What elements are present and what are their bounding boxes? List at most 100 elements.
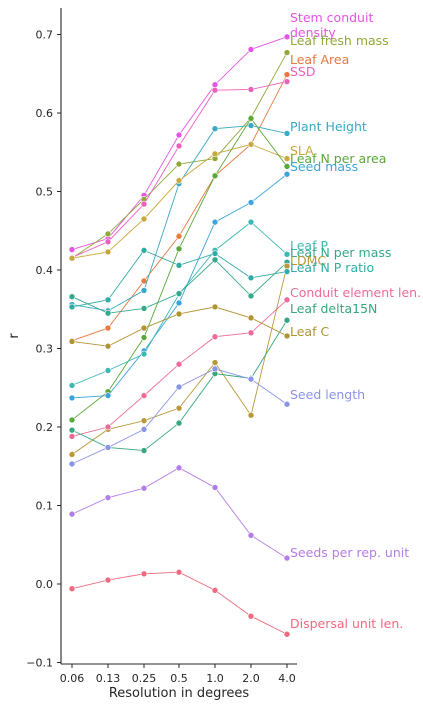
data-point (104, 324, 112, 332)
y-tick-label: 0.3 (36, 343, 54, 356)
series-10 (68, 262, 291, 458)
y-tick-label: 0.7 (36, 29, 54, 42)
data-point (175, 261, 183, 269)
data-point (283, 71, 291, 78)
data-point (68, 293, 76, 300)
series-17 (68, 568, 291, 638)
series-line (71, 299, 288, 437)
data-point (211, 81, 219, 89)
data-point (283, 78, 291, 85)
series-1 (68, 49, 291, 262)
data-point (140, 447, 148, 454)
data-point (175, 245, 183, 253)
data-point (140, 426, 148, 433)
data-point (175, 464, 183, 472)
data-point (140, 215, 148, 223)
data-point (140, 334, 148, 341)
data-point (175, 404, 183, 412)
series-12 (68, 296, 291, 440)
y-tick-label: 0.0 (36, 578, 54, 591)
data-point (283, 332, 291, 340)
series-4 (68, 122, 291, 315)
y-ticks: −0.1 0.0 0.1 0.2 0.3 0.4 0.5 0.6 0.7 (26, 29, 61, 670)
data-point (247, 292, 255, 300)
series-line (71, 81, 288, 258)
series-14 (68, 303, 291, 350)
data-point (211, 150, 219, 158)
series-label: LDMC (290, 253, 326, 268)
data-point (104, 494, 112, 501)
series-line (71, 467, 288, 559)
data-point (175, 310, 183, 318)
series-15 (68, 365, 291, 468)
data-point (211, 365, 219, 373)
series-line (71, 249, 288, 308)
data-point (104, 230, 112, 238)
data-point (104, 309, 112, 317)
data-point (68, 426, 76, 434)
x-tick-label: 4.0 (278, 672, 296, 685)
data-point (211, 586, 219, 594)
data-point (175, 177, 183, 184)
data-point (104, 248, 112, 256)
data-point (247, 612, 255, 620)
x-axis-title: Resolution in degrees (109, 686, 250, 701)
data-point (247, 86, 255, 93)
data-point (140, 417, 148, 425)
data-point (211, 256, 219, 264)
x-tick-label: 0.5 (170, 672, 188, 685)
data-point (247, 411, 255, 419)
data-point (140, 287, 148, 294)
series-6 (68, 115, 291, 424)
data-point (247, 329, 255, 337)
series-label: Leaf N per area (290, 151, 386, 166)
data-point (140, 324, 148, 332)
data-point (68, 433, 76, 440)
data-point (211, 125, 219, 132)
data-point (68, 460, 76, 468)
series-7 (68, 170, 291, 402)
data-point (68, 416, 76, 424)
x-tick-label: 2.0 (242, 672, 260, 685)
data-point (104, 444, 112, 451)
data-point (247, 532, 255, 539)
y-tick-label: 0.6 (36, 107, 54, 120)
data-point (175, 232, 183, 240)
data-point (283, 170, 291, 178)
data-point (211, 86, 219, 94)
data-point (283, 268, 291, 275)
series-3 (68, 78, 291, 261)
data-point (175, 419, 183, 427)
data-point (283, 33, 291, 41)
data-point (283, 400, 291, 408)
data-point (68, 585, 76, 593)
series-label: Plant Height (290, 119, 367, 134)
series-label: Seed length (290, 387, 365, 402)
data-point (68, 394, 76, 402)
data-point (247, 199, 255, 206)
data-point (140, 570, 148, 578)
series-label: Dispersal unit len. (290, 616, 403, 631)
data-point (68, 303, 76, 311)
data-point (68, 246, 76, 253)
data-point (247, 274, 255, 282)
data-point (247, 122, 255, 129)
data-point (175, 360, 183, 368)
y-tick-label: 0.5 (36, 186, 54, 199)
series-label: Leaf delta15N (290, 301, 377, 316)
data-point (140, 200, 148, 208)
data-point (211, 218, 219, 226)
series-label: Leaf N per mass (290, 245, 391, 260)
data-point (283, 155, 291, 162)
data-point (104, 238, 112, 246)
x-tick-label: 0.13 (96, 672, 121, 685)
data-point (104, 392, 112, 399)
data-point (140, 484, 148, 492)
data-point (211, 250, 219, 257)
y-tick-label: 0.4 (36, 264, 54, 277)
series-label: Seeds per rep. unit (290, 545, 409, 560)
series-line (71, 52, 288, 259)
series-9 (68, 256, 291, 317)
